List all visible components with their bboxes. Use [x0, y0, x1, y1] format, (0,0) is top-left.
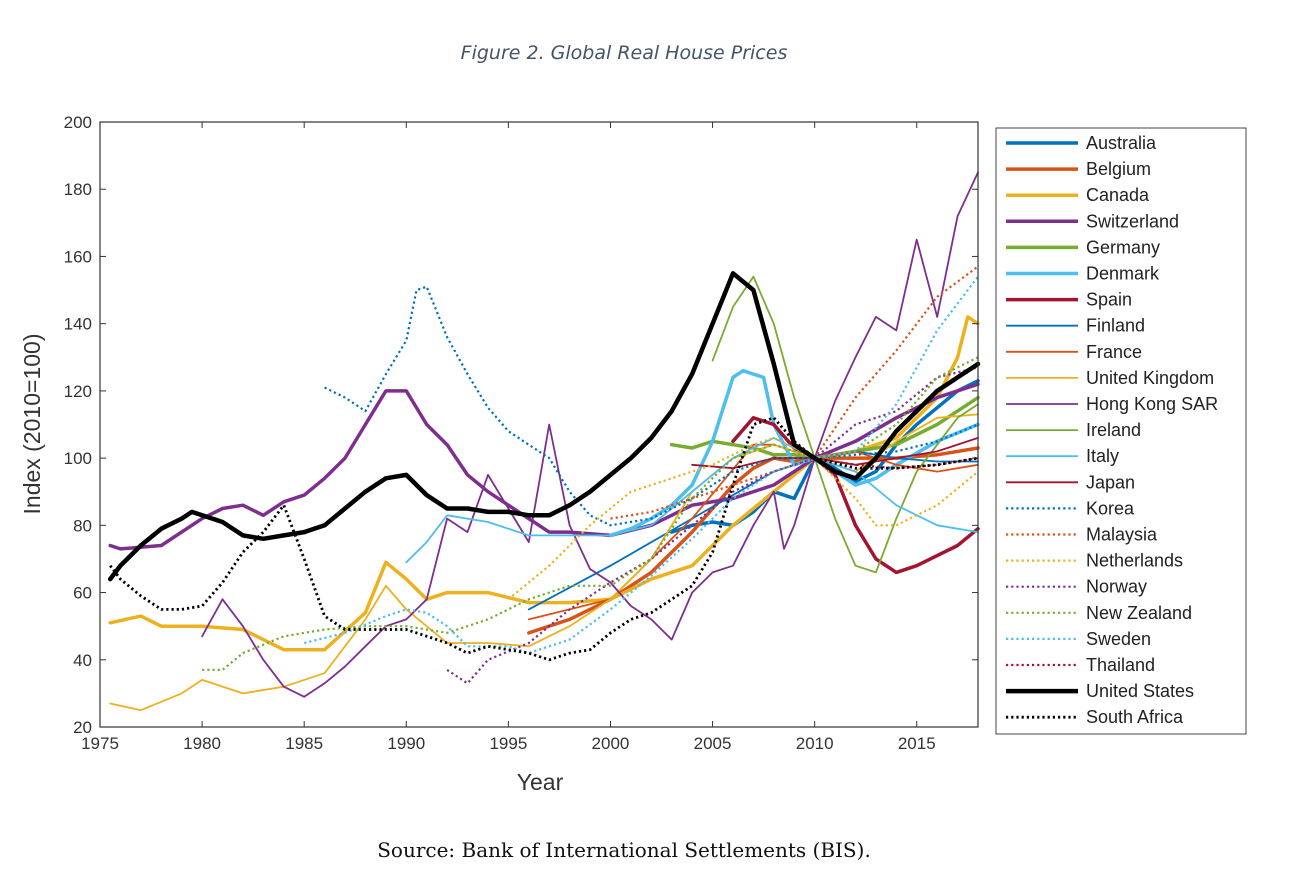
series-line-netherlands [507, 436, 979, 601]
x-tick-label: 1975 [81, 734, 119, 753]
plot-frame [99, 121, 979, 728]
legend-label-belgium: Belgium [1086, 159, 1151, 179]
y-tick-label: 140 [64, 315, 92, 334]
legend-label-canada: Canada [1086, 185, 1150, 205]
series-line-hong-kong-sar [201, 171, 979, 698]
legend-label-australia: Australia [1086, 133, 1157, 153]
series-line-germany [669, 395, 980, 460]
series-line-switzerland [108, 382, 980, 551]
series-line-canada [108, 315, 980, 652]
legend-label-netherlands: Netherlands [1086, 551, 1183, 571]
series-line-united-states [107, 271, 981, 582]
series-line-sweden [303, 275, 979, 655]
y-tick-label: 200 [64, 113, 92, 132]
series-line-south-africa [109, 416, 979, 662]
series-line-spain [731, 416, 980, 575]
x-tick-label: 2005 [694, 734, 732, 753]
x-tick-label: 2010 [796, 734, 834, 753]
series-line-korea [324, 285, 979, 527]
legend-label-korea: Korea [1086, 498, 1135, 518]
legend-label-ireland: Ireland [1086, 420, 1141, 440]
series-line-belgium [527, 446, 980, 635]
y-tick-label: 180 [64, 180, 92, 199]
legend-label-united-kingdom: United Kingdom [1086, 368, 1214, 388]
y-tick-label: 80 [73, 516, 92, 535]
y-tick-label: 40 [73, 651, 92, 670]
x-tick-label: 1985 [285, 734, 323, 753]
series-line-ireland [711, 275, 979, 574]
legend-label-japan: Japan [1086, 472, 1135, 492]
legend-label-new-zealand: New Zealand [1086, 603, 1192, 623]
ticks-layer: 1975 1980 1985 1990 1995 2000 2005 2010 2015 20 40… [64, 113, 978, 753]
series-line-malaysia [610, 265, 979, 520]
series-line-new-zealand [202, 356, 979, 672]
legend-label-switzerland: Switzerland [1086, 211, 1179, 231]
figure-title: Figure 2. Global Real House Prices [460, 42, 788, 64]
y-tick-label: 20 [73, 718, 92, 737]
legend-label-united-states: United States [1086, 681, 1194, 701]
y-tick-label: 100 [64, 449, 92, 468]
legend-label-sweden: Sweden [1086, 629, 1151, 649]
y-tick-label: 60 [73, 584, 92, 603]
source-note: Source: Bank of International Settlement… [377, 838, 871, 862]
legend-label-france: France [1086, 342, 1142, 362]
legend-label-finland: Finland [1086, 316, 1145, 336]
legend-label-italy: Italy [1086, 446, 1119, 466]
y-tick-label: 160 [64, 247, 92, 266]
x-tick-label: 2000 [592, 734, 630, 753]
series-line-italy [405, 436, 979, 564]
x-tick-label: 1995 [489, 734, 527, 753]
legend-label-south-africa: South Africa [1086, 707, 1184, 727]
series-line-finland [527, 450, 979, 611]
y-axis-label: Index (2010=100) [19, 334, 45, 515]
legend-label-denmark: Denmark [1086, 264, 1160, 284]
x-tick-label: 1990 [387, 734, 425, 753]
legend-label-norway: Norway [1086, 577, 1147, 597]
legend-label-hong-kong-sar: Hong Kong SAR [1086, 394, 1218, 414]
y-tick-label: 120 [64, 382, 92, 401]
x-tick-label: 1980 [183, 734, 221, 753]
legend-label-germany: Germany [1086, 237, 1160, 257]
lines-layer [107, 171, 981, 712]
legend-label-thailand: Thailand [1086, 655, 1155, 675]
legend-label-malaysia: Malaysia [1086, 525, 1158, 545]
x-axis-label: Year [517, 769, 564, 795]
legend-label-spain: Spain [1086, 290, 1132, 310]
x-tick-label: 2015 [898, 734, 936, 753]
legend: Australia Belgium Canada Switzerland Germany… [1006, 133, 1218, 727]
